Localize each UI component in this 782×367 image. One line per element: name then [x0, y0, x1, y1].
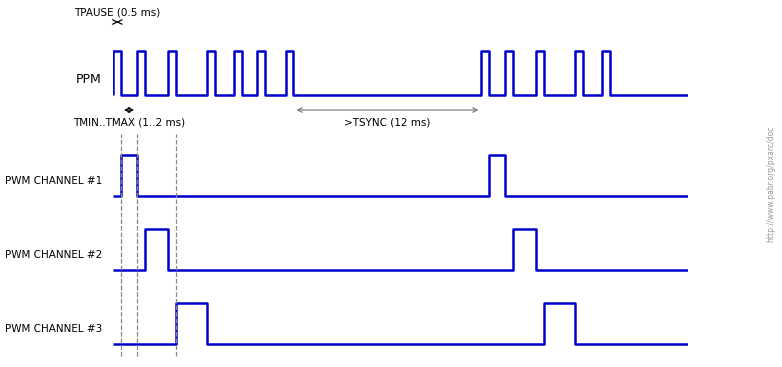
Text: TPAUSE (0.5 ms): TPAUSE (0.5 ms)	[74, 8, 160, 18]
Text: >TSYNC (12 ms): >TSYNC (12 ms)	[344, 117, 431, 127]
Text: PWM CHANNEL #3: PWM CHANNEL #3	[5, 324, 102, 334]
Text: PPM: PPM	[76, 73, 102, 86]
Text: PWM CHANNEL #1: PWM CHANNEL #1	[5, 177, 102, 186]
Text: PWM CHANNEL #2: PWM CHANNEL #2	[5, 250, 102, 260]
Text: TMIN..TMAX (1..2 ms): TMIN..TMAX (1..2 ms)	[73, 117, 185, 127]
Text: http://www.pabr.org/pxarc/doc: http://www.pabr.org/pxarc/doc	[766, 125, 776, 242]
